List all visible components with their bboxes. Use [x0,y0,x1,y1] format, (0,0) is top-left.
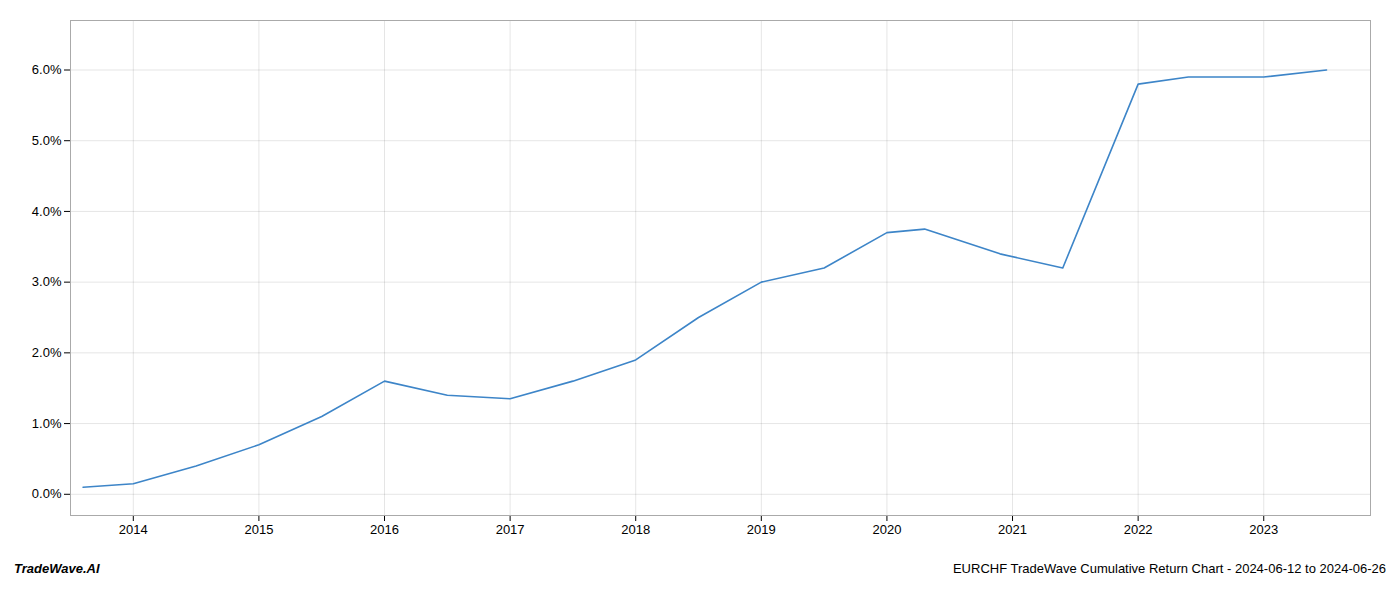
html-text:EURCHF TradeWave Cumulative Re: EURCHF TradeWave Cumulative Return Chart… [952,561,1386,576]
svg-text:2019: 2019 [747,522,776,537]
svg-text:0.0%: 0.0% [32,486,62,501]
svg-text:2021: 2021 [998,522,1027,537]
svg-text:4.0%: 4.0% [32,204,62,219]
svg-text:2017: 2017 [496,522,525,537]
svg-text:2023: 2023 [1249,522,1278,537]
svg-text:5.0%: 5.0% [32,133,62,148]
svg-text:2020: 2020 [872,522,901,537]
svg-text:3.0%: 3.0% [32,274,62,289]
html-text:TradeWave.AI: TradeWave.AI [14,561,100,576]
svg-text:2018: 2018 [621,522,650,537]
svg-text:1.0%: 1.0% [32,416,62,431]
svg-text:2022: 2022 [1124,522,1153,537]
svg-text:2015: 2015 [244,522,273,537]
svg-text:2014: 2014 [119,522,148,537]
svg-text:2.0%: 2.0% [32,345,62,360]
svg-text:6.0%: 6.0% [32,62,62,77]
svg-text:2016: 2016 [370,522,399,537]
